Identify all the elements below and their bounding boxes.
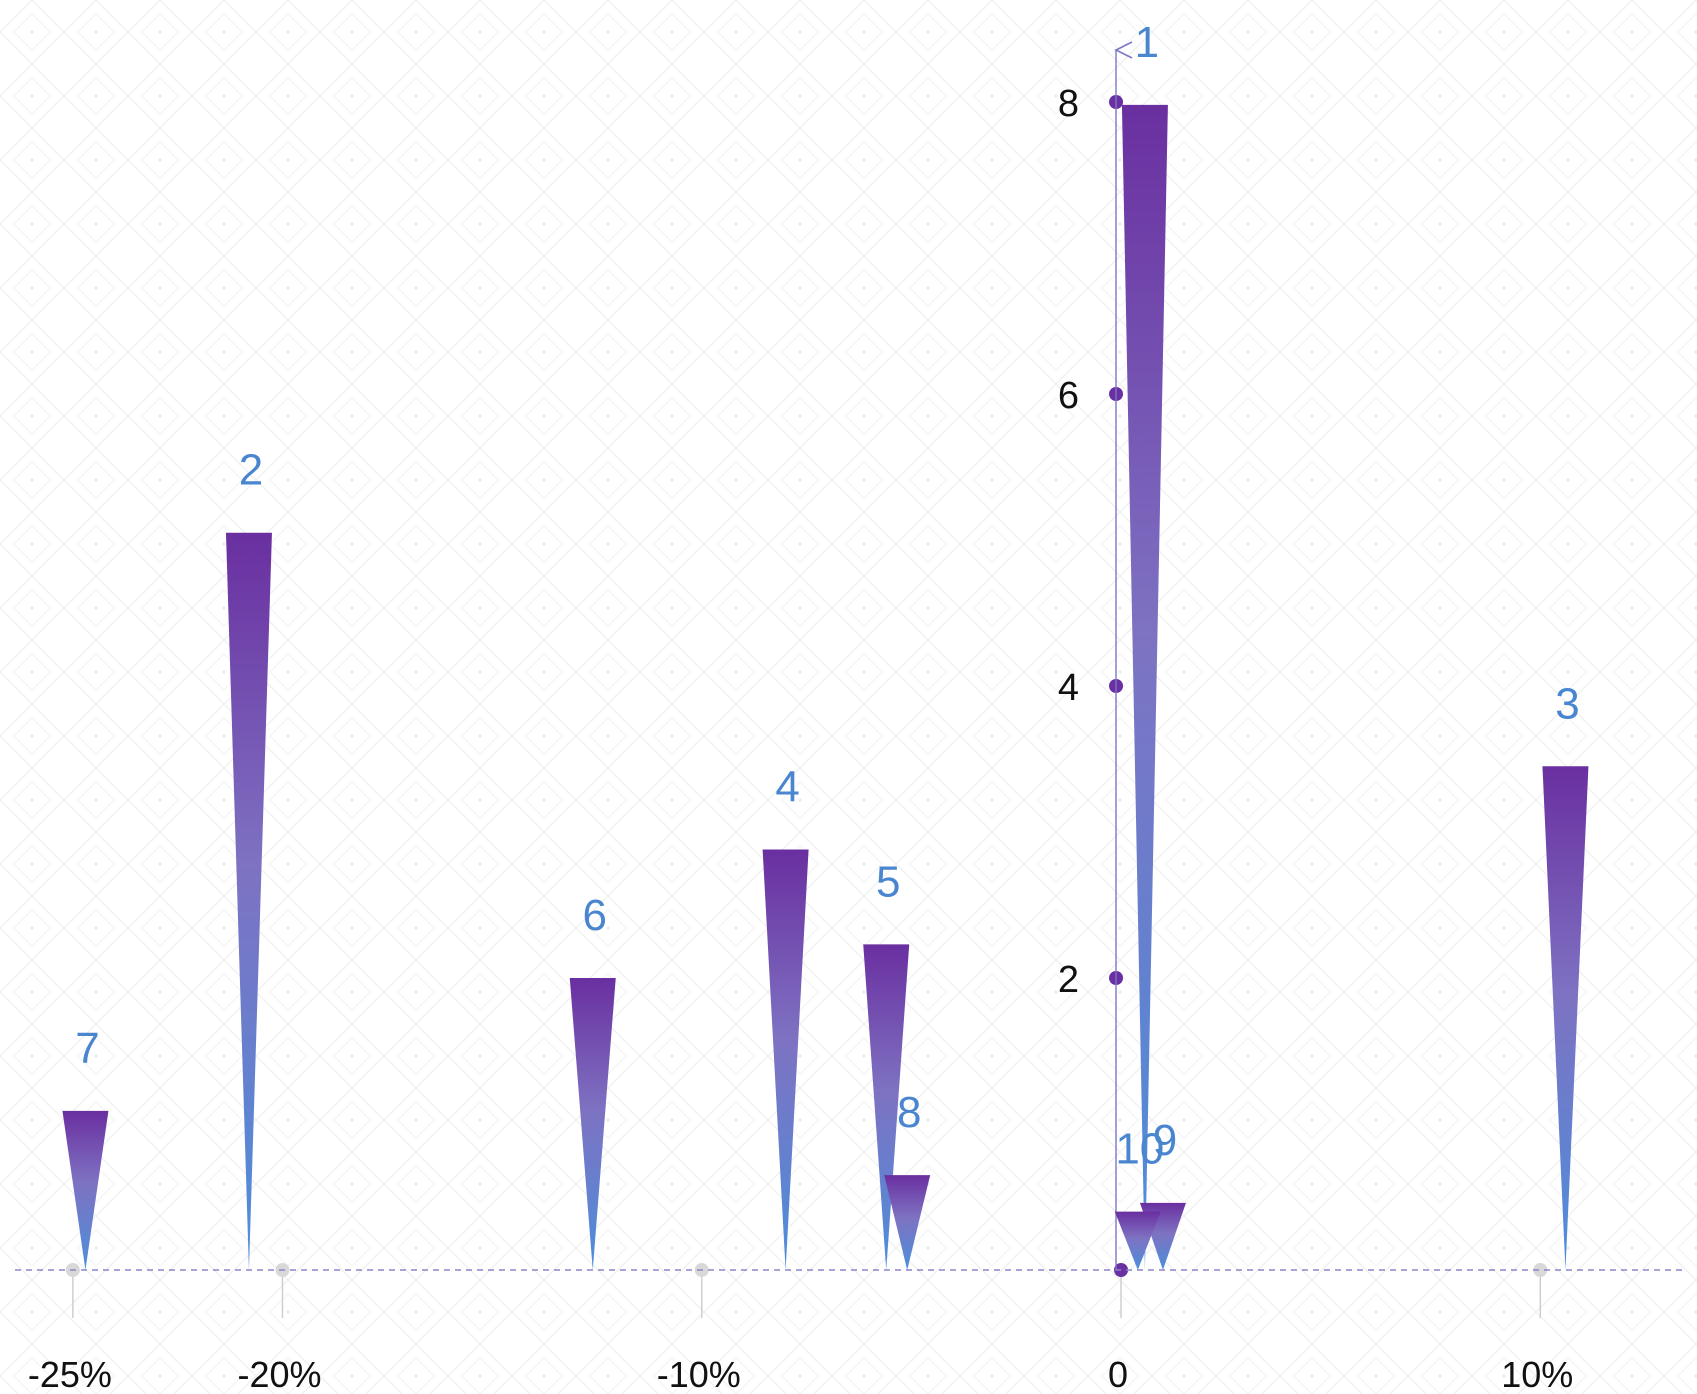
- bar-6: [569, 978, 616, 1270]
- data-label-7: 7: [75, 1024, 99, 1073]
- data-label-8: 8: [897, 1088, 921, 1137]
- data-label-10: 10: [1115, 1125, 1164, 1174]
- data-label-6: 6: [583, 891, 607, 940]
- y-tick-label: 2: [1058, 959, 1079, 1001]
- bar-8: [884, 1175, 931, 1270]
- data-label-3: 3: [1555, 679, 1579, 728]
- bar-4: [762, 849, 809, 1270]
- y-tick-label: 8: [1058, 83, 1079, 125]
- x-tick-label: -20%: [237, 1354, 321, 1394]
- x-tick-dot: [1114, 1263, 1129, 1277]
- x-tick-label: 0: [1108, 1354, 1128, 1394]
- bar-1: [1121, 104, 1168, 1270]
- bar-10: [1114, 1211, 1161, 1270]
- bar-5: [863, 944, 910, 1270]
- data-label-4: 4: [775, 763, 799, 812]
- y-tick-label: 4: [1058, 667, 1079, 709]
- bar-7: [62, 1110, 109, 1270]
- x-tick-label: -10%: [657, 1354, 741, 1394]
- data-label-1: 1: [1135, 18, 1159, 67]
- y-tick-label: 6: [1058, 375, 1079, 417]
- data-label-5: 5: [876, 857, 900, 906]
- bar-2: [225, 532, 272, 1270]
- x-tick-dot: [1533, 1263, 1548, 1277]
- x-tick-label: -25%: [28, 1354, 112, 1394]
- data-label-9: 9: [1153, 1116, 1177, 1165]
- bar-3: [1542, 766, 1589, 1270]
- data-label-2: 2: [239, 446, 263, 495]
- x-tick-label: 10%: [1501, 1354, 1573, 1394]
